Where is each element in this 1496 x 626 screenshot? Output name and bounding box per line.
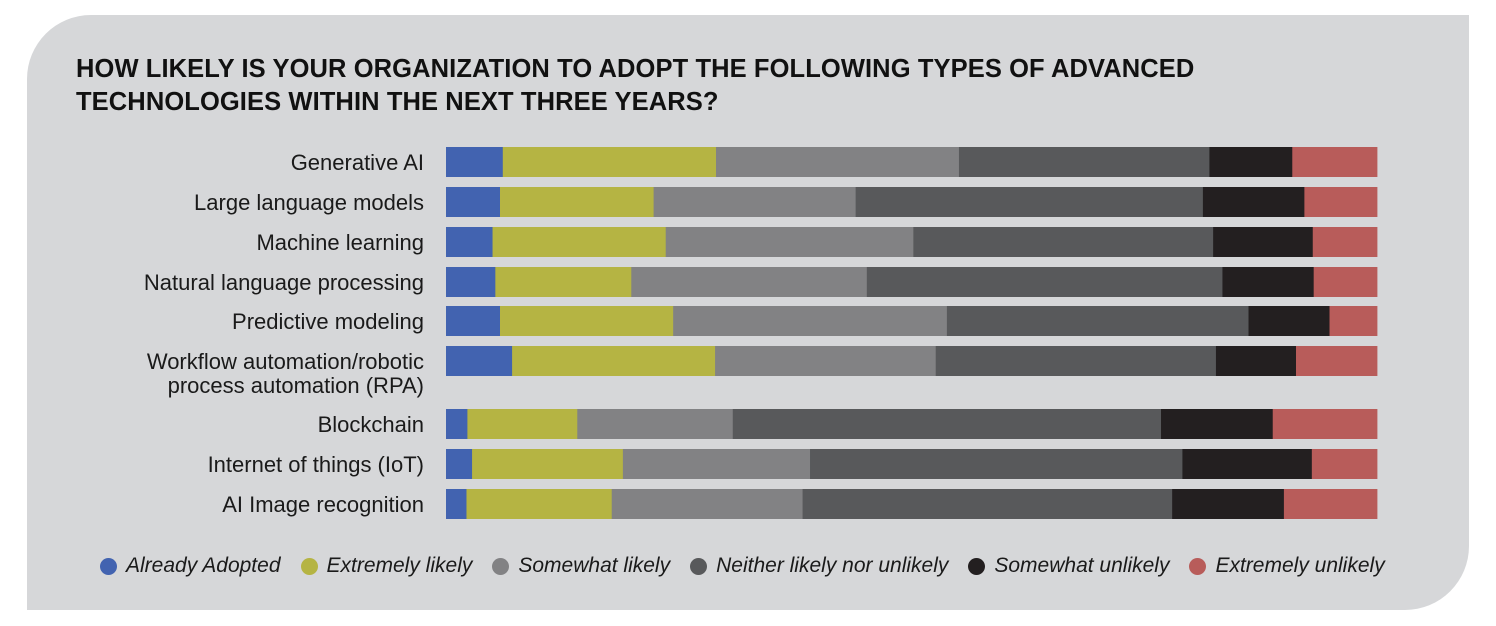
category-label-natural-language-processing: Natural language processing [144,270,424,295]
category-label-line: process automation (RPA) [168,373,424,398]
chart-title-line-2: TECHNOLOGIES WITHIN THE NEXT THREE YEARS… [76,88,719,116]
bar-segment-ai-image-recognition-somewhat-unlikely [1172,489,1285,519]
category-label-line: AI Image recognition [222,492,424,517]
bar-segment-generative-ai-somewhat-likely [715,147,960,177]
bar-segment-ai-image-recognition-somewhat-likely [611,489,803,519]
category-label-generative-ai: Generative AI [291,150,424,175]
bar-segment-blockchain-extremely-unlikely [1272,409,1378,439]
legend-dot-icon [1189,557,1207,575]
bar-segment-blockchain-already-adopted [446,409,468,439]
bar-segment-natural-language-processing-somewhat-likely [631,267,868,297]
bar-segment-generative-ai-neither-likely-nor-unlikely [958,147,1210,177]
bar-segment-blockchain-somewhat-unlikely [1161,409,1274,439]
bar-segment-natural-language-processing-already-adopted [446,267,496,297]
category-label-line: Generative AI [291,150,424,175]
legend-dot-icon [690,557,708,575]
bar-segment-workflow-automation-robotic-process-automation-rpa-extremely-likely [512,346,716,376]
bar-segment-machine-learning-extremely-likely [492,227,667,257]
bar-segment-large-language-models-somewhat-likely [653,187,857,217]
bar-segment-generative-ai-somewhat-unlikely [1209,147,1293,177]
category-label-ai-image-recognition: AI Image recognition [222,492,424,517]
bar-segment-machine-learning-neither-likely-nor-unlikely [913,227,1214,257]
category-label-line: Predictive modeling [232,309,424,334]
chart-legend: Already Adopted Extremely likely Somewhat … [100,552,1440,580]
category-label-large-language-models: Large language models [194,190,424,215]
bar-segment-internet-of-things-iot-somewhat-likely [622,449,811,479]
legend-label: Extremely unlikely [1215,554,1385,577]
legend-item-extremely-unlikely: Extremely unlikely [1189,554,1385,578]
bar-segment-natural-language-processing-neither-likely-nor-unlikely [866,267,1223,297]
bar-segment-natural-language-processing-somewhat-unlikely [1222,267,1315,297]
bar-segment-predictive-modeling-somewhat-unlikely [1248,306,1330,336]
bar-segment-predictive-modeling-already-adopted [446,306,501,336]
bar-segment-machine-learning-extremely-unlikely [1312,227,1378,257]
category-label-line: Natural language processing [144,270,424,295]
legend-label: Somewhat unlikely [994,554,1170,577]
category-label-line: Machine learning [256,230,424,255]
bar-segment-blockchain-somewhat-likely [577,409,734,439]
category-label-line: Large language models [194,190,424,215]
bar-segment-workflow-automation-robotic-process-automation-rpa-somewhat-likely [715,346,937,376]
legend-dot-icon [300,557,318,575]
legend-dot-icon [492,557,510,575]
category-label-line: Blockchain [318,412,424,437]
legend-item-somewhat-unlikely: Somewhat unlikely [968,554,1169,578]
bar-segment-ai-image-recognition-already-adopted [446,489,467,519]
bar-segment-workflow-automation-robotic-process-automation-rpa-somewhat-unlikely [1215,346,1297,376]
bar-segment-machine-learning-already-adopted [446,227,493,257]
bar-segment-generative-ai-extremely-likely [502,147,717,177]
bar-segment-predictive-modeling-extremely-likely [500,306,674,336]
category-label-line: Internet of things (IoT) [208,452,424,477]
category-label-internet-of-things-iot: Internet of things (IoT) [208,452,424,477]
bar-segment-blockchain-extremely-likely [467,409,578,439]
legend-label: Neither likely nor unlikely [716,554,949,577]
bar-segment-natural-language-processing-extremely-likely [495,267,632,297]
bar-segment-machine-learning-somewhat-likely [665,227,914,257]
bar-segment-workflow-automation-robotic-process-automation-rpa-neither-likely-nor-unlikely [935,346,1217,376]
bar-segment-large-language-models-somewhat-unlikely [1202,187,1305,217]
legend-item-already-adopted: Already Adopted [100,554,281,578]
category-label-blockchain: Blockchain [318,412,424,437]
chart-title-line-1: HOW LIKELY IS YOUR ORGANIZATION TO ADOPT… [76,55,1195,83]
legend-dot-icon [100,557,117,575]
bar-segment-natural-language-processing-extremely-unlikely [1313,267,1378,297]
bar-segment-workflow-automation-robotic-process-automation-rpa-extremely-unlikely [1296,346,1378,376]
legend-item-neither-likely-nor-unlikely: Neither likely nor unlikely [690,554,948,578]
bar-segment-internet-of-things-iot-already-adopted [446,449,473,479]
bar-segment-machine-learning-somewhat-unlikely [1213,227,1314,257]
bar-segment-generative-ai-already-adopted [446,147,504,177]
bar-segment-ai-image-recognition-neither-likely-nor-unlikely [802,489,1173,519]
category-label-workflow-automation-robotic-process-automation-rpa: Workflow automation/robotic process autom… [147,349,424,398]
bar-segment-large-language-models-extremely-likely [500,187,655,217]
bar-segment-internet-of-things-iot-somewhat-unlikely [1182,449,1313,479]
legend-label: Extremely likely [326,554,473,577]
bar-segment-large-language-models-already-adopted [446,187,501,217]
bar-segment-internet-of-things-iot-extremely-likely [472,449,624,479]
bar-segment-predictive-modeling-neither-likely-nor-unlikely [946,306,1249,336]
bar-segment-ai-image-recognition-extremely-likely [466,489,613,519]
category-label-line: Workflow automation/robotic [147,349,424,374]
legend-item-somewhat-likely: Somewhat likely [492,554,670,578]
bar-segment-predictive-modeling-somewhat-likely [673,306,948,336]
bar-segment-predictive-modeling-extremely-unlikely [1329,306,1378,336]
category-label-predictive-modeling: Predictive modeling [232,309,424,334]
bar-segment-internet-of-things-iot-neither-likely-nor-unlikely [810,449,1183,479]
bar-segment-ai-image-recognition-extremely-unlikely [1283,489,1378,519]
legend-dot-icon [968,557,986,575]
legend-label: Somewhat likely [518,554,671,577]
legend-item-extremely-likely: Extremely likely [300,554,473,578]
bar-segment-internet-of-things-iot-extremely-unlikely [1311,449,1378,479]
bar-segment-generative-ai-extremely-unlikely [1292,147,1378,177]
bar-segment-blockchain-neither-likely-nor-unlikely [732,409,1162,439]
chart-title: HOW LIKELY IS YOUR ORGANIZATION TO ADOPT… [76,53,1376,119]
bar-segment-large-language-models-neither-likely-nor-unlikely [855,187,1204,217]
bar-segment-workflow-automation-robotic-process-automation-rpa-already-adopted [446,346,513,376]
bar-segment-large-language-models-extremely-unlikely [1304,187,1378,217]
category-label-machine-learning: Machine learning [256,230,424,255]
legend-label: Already Adopted [126,554,281,577]
